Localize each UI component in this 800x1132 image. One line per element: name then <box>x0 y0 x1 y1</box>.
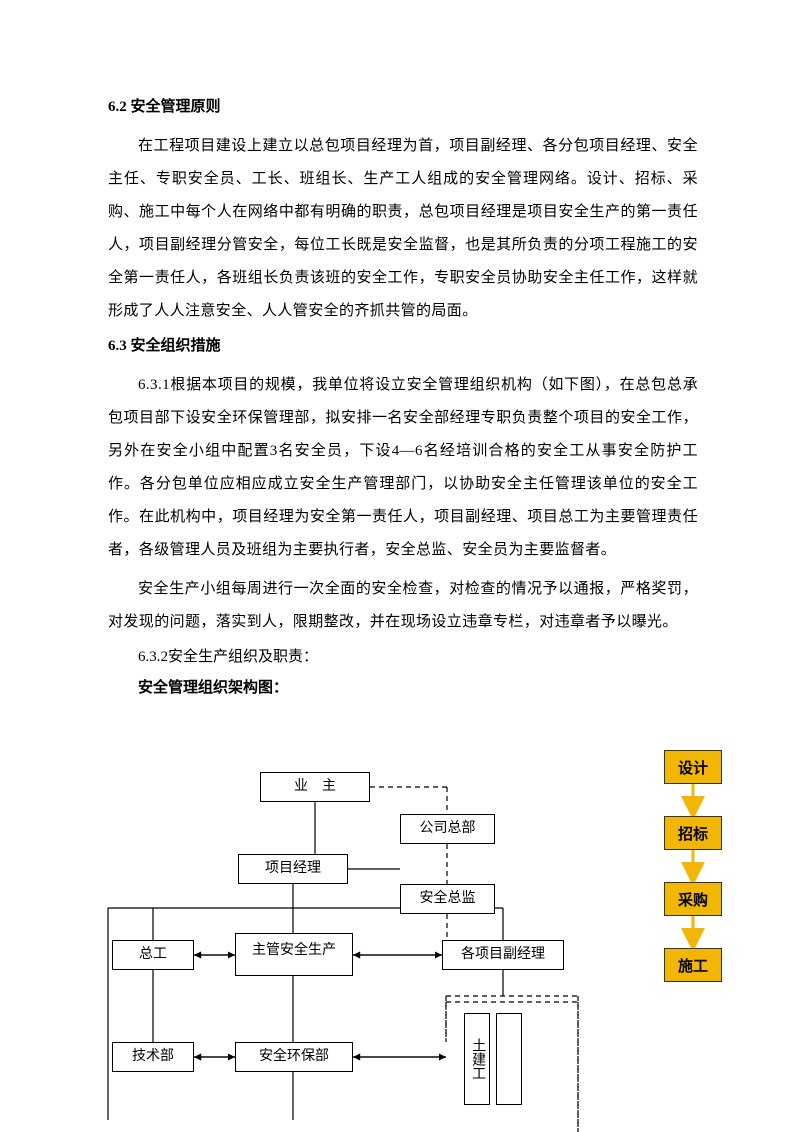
section-63-p2: 安全生产小组每周进行一次全面的安全检查，对检查的情况予以通报，严格奖罚，对发现的… <box>108 573 698 639</box>
section-62-body: 在工程项目建设上建立以总包项目经理为首，项目副经理、各分包项目经理、安全主任、专… <box>108 130 698 328</box>
section-63-title: 6.3 安全组织措施 <box>108 334 698 355</box>
org-node-tech: 技术部 <box>112 1042 194 1072</box>
org-node-sd: 安全总监 <box>400 884 495 914</box>
org-node-owner: 业 主 <box>260 772 370 802</box>
section-63-p3: 6.3.2安全生产组织及职责： <box>108 645 698 666</box>
org-node-ce: 总工 <box>112 940 194 970</box>
org-node-pm: 项目经理 <box>238 854 348 884</box>
org-node-safe_mgr: 主管安全生产 <box>235 933 353 976</box>
org-node-ehs: 安全环保部 <box>235 1042 353 1072</box>
section-62-title: 6.2 安全管理原则 <box>108 95 698 116</box>
org-node-dpm: 各项目副经理 <box>442 940 564 970</box>
section-63-p4: 安全管理组织架构图： <box>108 676 698 697</box>
flow-node-tender: 招标 <box>664 816 722 850</box>
section-63-p1: 6.3.1根据本项目的规模，我单位将设立安全管理组织机构（如下图），在总包总承包… <box>108 369 698 567</box>
flow-node-design: 设计 <box>664 750 722 784</box>
flow-node-procure: 采购 <box>664 882 722 916</box>
org-node-hq: 公司总部 <box>400 814 495 844</box>
flow-node-construct: 施工 <box>664 948 722 982</box>
org-node-blank <box>496 1013 522 1105</box>
org-node-civil: 土建工 <box>464 1013 490 1105</box>
